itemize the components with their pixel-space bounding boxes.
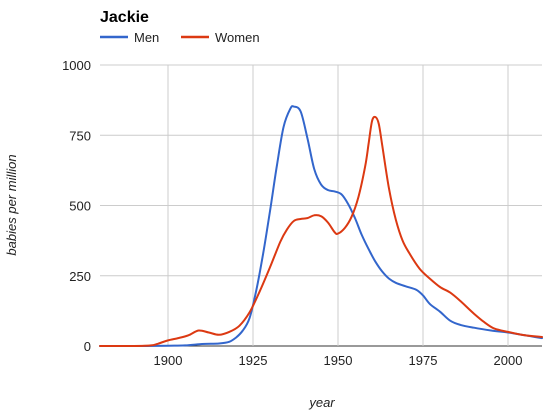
legend-men-label: Men [134, 30, 159, 45]
x-tick-label: 1925 [239, 353, 268, 368]
x-tick-label: 1900 [154, 353, 183, 368]
y-axis-ticks: 0 250 500 750 1000 [62, 58, 91, 354]
series-lines [99, 105, 543, 348]
chart-title: Jackie [100, 9, 149, 26]
y-tick-label: 0 [84, 339, 91, 354]
y-tick-label: 500 [69, 199, 91, 214]
legend-women-label: Women [215, 30, 260, 45]
x-tick-label: 1950 [324, 353, 353, 368]
gridlines [100, 64, 542, 347]
y-tick-label: 1000 [62, 58, 91, 73]
series-line-women [99, 115, 543, 348]
y-axis-label: babies per million [4, 154, 19, 255]
y-tick-label: 750 [69, 128, 91, 143]
x-axis-ticks: 1900 1925 1950 1975 2000 [154, 353, 523, 368]
x-tick-label: 1975 [409, 353, 438, 368]
x-tick-label: 2000 [494, 353, 523, 368]
legend: Men Women [100, 30, 260, 45]
x-axis-label: year [308, 395, 335, 410]
y-tick-label: 250 [69, 269, 91, 284]
series-line-men [99, 105, 543, 347]
